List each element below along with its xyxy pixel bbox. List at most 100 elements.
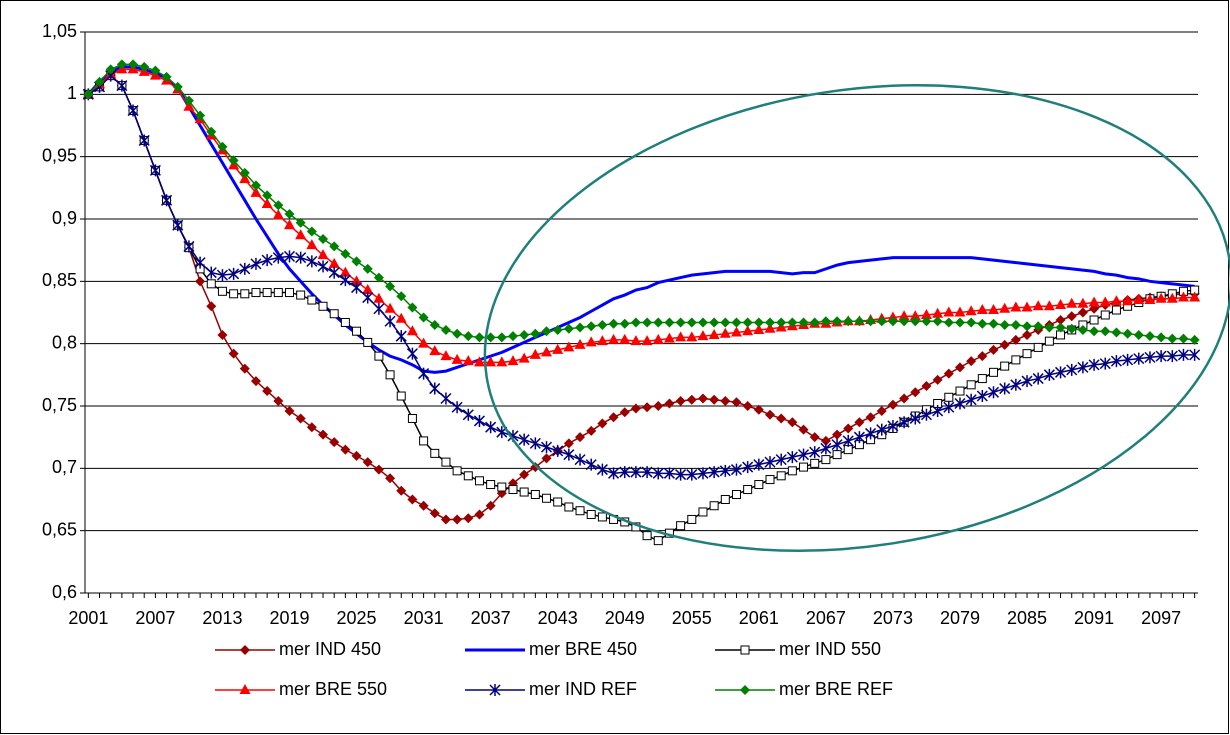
marker xyxy=(362,291,374,304)
marker xyxy=(820,442,832,455)
marker xyxy=(284,405,295,416)
marker xyxy=(987,386,1000,399)
marker xyxy=(854,417,865,428)
marker xyxy=(1089,326,1100,337)
marker xyxy=(306,422,317,433)
marker xyxy=(373,272,384,283)
marker xyxy=(630,335,642,346)
marker xyxy=(507,355,519,366)
marker xyxy=(909,412,921,425)
marker xyxy=(954,306,966,317)
marker xyxy=(261,198,273,209)
marker xyxy=(295,229,307,240)
grid: 0,6 0,65 0,7 0,75 0,8 0,85 0,9 0,95 1 1,05 2001 200… xyxy=(42,21,1198,628)
marker xyxy=(653,401,664,411)
marker xyxy=(340,317,350,327)
marker xyxy=(318,301,328,311)
legend-label: mer IND REF xyxy=(529,679,637,699)
series-line xyxy=(87,68,1195,364)
marker xyxy=(497,482,507,492)
marker xyxy=(1033,321,1044,332)
marker xyxy=(698,507,708,517)
marker xyxy=(395,312,407,323)
legend-label: mer BRE REF xyxy=(779,679,893,699)
marker xyxy=(697,467,709,480)
marker xyxy=(585,458,597,471)
marker xyxy=(1177,348,1190,361)
marker xyxy=(820,435,831,446)
marker xyxy=(563,341,575,352)
x-tick-label: 2007 xyxy=(135,608,175,628)
marker xyxy=(675,317,686,328)
marker xyxy=(139,61,150,72)
marker xyxy=(1077,307,1088,318)
marker xyxy=(563,323,574,334)
marker xyxy=(798,317,809,328)
marker xyxy=(798,424,809,435)
y-tick-label: 0,9 xyxy=(52,208,77,228)
marker xyxy=(161,194,173,207)
marker xyxy=(273,200,284,211)
marker xyxy=(105,64,116,75)
marker xyxy=(486,480,496,490)
marker xyxy=(709,501,719,511)
marker xyxy=(687,514,697,524)
marker xyxy=(1055,366,1067,379)
marker xyxy=(407,494,418,505)
marker xyxy=(407,302,418,313)
marker xyxy=(619,333,631,344)
marker xyxy=(1055,322,1066,333)
marker xyxy=(429,319,440,330)
marker xyxy=(296,290,306,300)
marker xyxy=(328,257,340,268)
marker xyxy=(195,276,206,287)
marker xyxy=(529,437,541,450)
marker xyxy=(519,469,530,480)
marker xyxy=(1156,332,1167,343)
marker xyxy=(1077,361,1089,374)
marker xyxy=(1032,372,1044,385)
marker xyxy=(1155,292,1167,303)
marker xyxy=(865,316,876,327)
marker xyxy=(1055,314,1066,325)
marker xyxy=(820,316,831,327)
marker xyxy=(787,466,797,476)
marker xyxy=(786,451,798,464)
marker xyxy=(239,262,251,275)
marker xyxy=(1133,329,1144,340)
marker xyxy=(94,76,105,87)
x-tick-label: 2097 xyxy=(1141,608,1181,628)
marker xyxy=(1122,328,1133,339)
marker xyxy=(295,251,307,264)
marker xyxy=(697,393,708,404)
marker xyxy=(989,367,999,377)
marker xyxy=(553,497,563,507)
marker xyxy=(250,257,262,270)
marker xyxy=(586,321,597,332)
marker xyxy=(530,328,541,339)
marker xyxy=(1144,331,1155,342)
marker xyxy=(217,141,228,152)
marker xyxy=(686,468,698,481)
legend-label: mer BRE 450 xyxy=(529,639,637,659)
marker xyxy=(1099,296,1111,307)
marker xyxy=(1033,342,1043,352)
marker xyxy=(396,485,407,496)
marker xyxy=(217,329,228,340)
marker xyxy=(977,374,987,384)
marker xyxy=(161,71,172,82)
marker xyxy=(396,391,406,401)
marker xyxy=(1010,378,1022,391)
marker xyxy=(406,347,418,360)
marker xyxy=(83,89,94,100)
legend-label: mer IND 550 xyxy=(779,639,881,659)
marker xyxy=(966,380,976,390)
marker xyxy=(1099,357,1111,370)
marker xyxy=(552,343,564,354)
marker xyxy=(1100,310,1110,320)
marker xyxy=(787,317,798,328)
marker xyxy=(530,490,540,500)
marker xyxy=(1043,368,1055,381)
marker xyxy=(239,363,250,374)
